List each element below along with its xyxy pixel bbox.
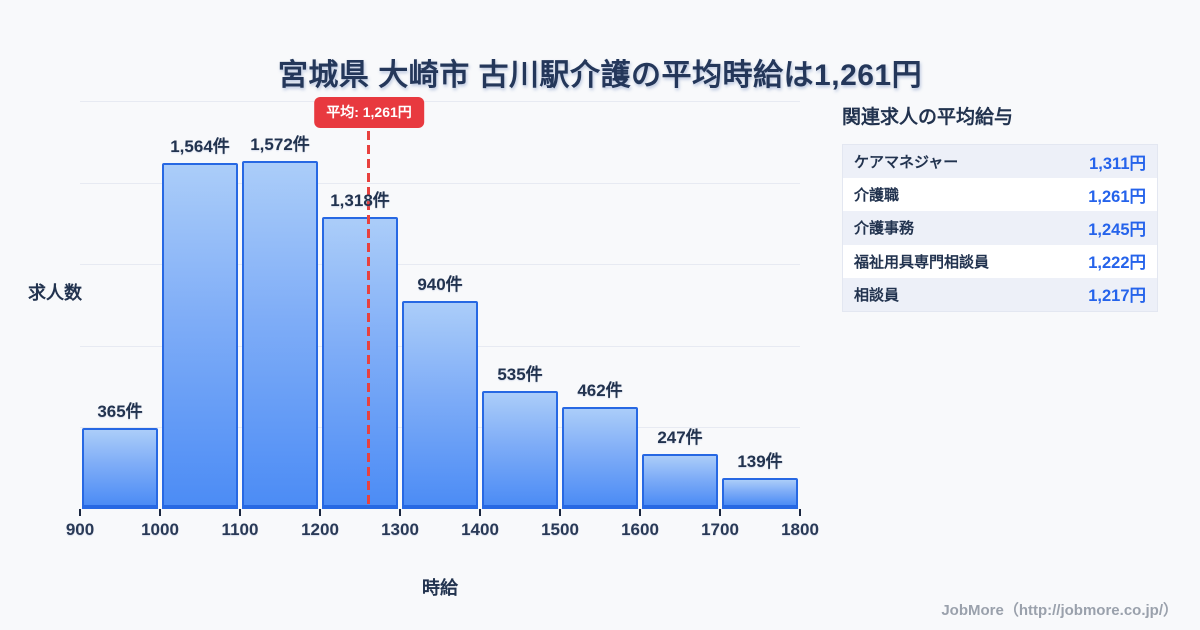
job-wage-value: 1,311円: [1089, 154, 1146, 173]
related-jobs-heading: 関連求人の平均給与: [842, 107, 1014, 128]
histogram-bar: [562, 406, 638, 509]
x-axis-tick: [239, 509, 241, 516]
salary-row: 介護職 1,261円: [843, 178, 1157, 211]
job-wage-value: 1,217円: [1088, 287, 1146, 306]
histogram-bar: [482, 390, 558, 509]
histogram-bar: [242, 161, 318, 509]
gridline: [80, 182, 800, 184]
salary-row: 相談員 1,217円: [843, 277, 1157, 311]
histogram-bar: [162, 162, 238, 509]
x-axis-tick-label: 1600: [621, 520, 659, 539]
average-line: [367, 131, 371, 509]
x-axis-tick: [719, 509, 721, 516]
histogram-bar: [642, 454, 718, 509]
x-axis-tick-label: 1300: [381, 520, 419, 539]
bar-count-label: 462件: [577, 380, 623, 400]
job-wage-value: 1,261円: [1088, 187, 1146, 206]
histogram-bar: [402, 300, 478, 509]
average-badge: 平均: 1,261円: [314, 97, 424, 128]
x-axis-tick-label: 1200: [301, 520, 339, 539]
x-axis-tick: [559, 509, 561, 516]
job-wage-value: 1,245円: [1088, 220, 1146, 239]
x-axis-tick-label: 1500: [541, 520, 579, 539]
x-axis-tick-label: 900: [65, 520, 95, 539]
salary-row: 介護事務 1,245円: [843, 211, 1157, 245]
x-axis-tick: [799, 509, 801, 516]
salary-row: ケアマネジャー 1,311円: [843, 145, 1157, 179]
x-axis-tick-label: 1100: [221, 520, 259, 539]
job-title-label: 福祉用具専門相談員: [854, 253, 990, 271]
x-axis-tick: [479, 509, 481, 516]
plot-area: 365件 1,564件 1,572件 1,318件 940件 535件 462件 247件 13…: [80, 101, 800, 509]
x-axis-tick: [399, 509, 401, 516]
x-axis: 900 1000 1100 1200 1300 1400 1500 1600 1700 1800: [66, 509, 819, 549]
x-axis-label: 時給: [422, 578, 458, 598]
gridline: [80, 101, 800, 102]
x-axis-tick: [639, 509, 641, 516]
bar-count-label: 1,572件: [250, 135, 310, 154]
site-credit: JobMore（http://jobmore.co.jp/）: [941, 602, 1178, 619]
bar-count-label: 247件: [657, 428, 703, 448]
histogram-bar: [722, 478, 798, 509]
x-axis-tick-label: 1700: [701, 520, 739, 539]
gridline: [80, 264, 800, 266]
salary-row: 福祉用具専門相談員 1,222円: [843, 245, 1157, 278]
job-title-label: 相談員: [854, 286, 900, 304]
y-axis-label: 求人数: [28, 283, 82, 303]
salary-table: ケアマネジャー 1,311円介護職 1,261円介護事務 1,245円福祉用具専門相談…: [842, 144, 1158, 312]
job-title-label: 介護職: [854, 187, 900, 205]
job-title-label: 介護事務: [854, 220, 915, 238]
page-title: 宮城県 大崎市 古川駅介護の平均時給は1,261円: [277, 59, 923, 93]
x-axis-tick-label: 1800: [781, 520, 819, 539]
histogram-bar: [82, 428, 158, 509]
bar-count-label: 1,564件: [170, 136, 230, 156]
x-axis-tick: [79, 509, 81, 516]
x-axis-tick-label: 1000: [141, 520, 179, 539]
bar-count-label: 139件: [737, 452, 783, 472]
histogram-bar: [322, 217, 398, 509]
x-axis-tick-label: 1400: [461, 520, 499, 539]
job-title-label: ケアマネジャー: [854, 154, 959, 172]
job-wage-value: 1,222円: [1088, 254, 1146, 273]
x-axis-tick: [159, 509, 161, 516]
bar-count-label: 940件: [417, 274, 463, 294]
bar-count-label: 365件: [97, 402, 143, 422]
x-axis-tick: [319, 509, 321, 516]
bar-count-label: 535件: [497, 364, 543, 384]
bar-count-label: 1,318件: [330, 191, 390, 211]
